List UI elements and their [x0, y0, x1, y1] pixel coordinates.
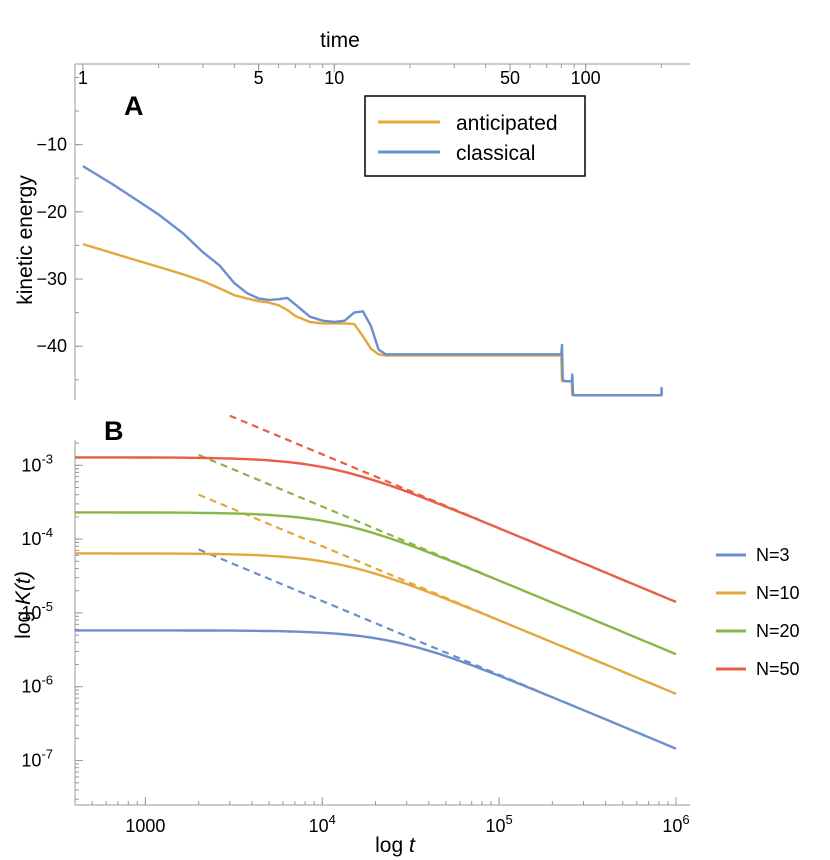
panel-b-x-tick-label: 1000 — [125, 816, 165, 836]
panel-b-y-tick-label: 10-4 — [21, 525, 53, 549]
panel-b-x-tick-label: 105 — [485, 812, 512, 836]
series-line-anticipated — [82, 242, 662, 397]
legend-label-N=3: N=3 — [756, 545, 790, 565]
legend-label-anticipated: anticipated — [456, 112, 558, 135]
panel-a-y-tick-label: −30 — [36, 269, 67, 289]
panel-a-y-title: kinetic energy — [14, 175, 37, 305]
panel-b-y-tick-label: 10-6 — [21, 673, 53, 697]
panel-a-x-tick-label: 5 — [254, 68, 264, 88]
panel-a-letter: A — [124, 91, 144, 121]
panel-b-y-tick-label: 10-5 — [21, 599, 53, 623]
panel-a-y-tick-label: −20 — [36, 202, 67, 222]
panel-b-lines — [75, 414, 677, 750]
series-line-classical — [82, 165, 664, 397]
asymptote-line-N=50 — [229, 414, 480, 521]
series-line-N=20 — [75, 511, 677, 656]
panel-a-x-tick-label: 1 — [78, 68, 88, 88]
panel-a-x-tick-label: 50 — [500, 68, 520, 88]
legend-label-N=50: N=50 — [756, 659, 800, 679]
panel-a-y-tick-label: −10 — [36, 135, 67, 155]
panel-a: 1 5 10 50 100 −10 −20 −30 −40 time kinetic energ… — [14, 29, 690, 400]
panel-a-x-tick-label: 100 — [571, 68, 601, 88]
panel-a-lines — [82, 165, 664, 397]
panel-a-ticks: 1 5 10 50 100 −10 −20 −30 −40 — [36, 64, 662, 381]
series-line-N=3 — [75, 629, 677, 750]
panel-a-x-title: time — [320, 29, 360, 52]
legend-label-N=20: N=20 — [756, 621, 800, 641]
panel-b-x-tick-label: 106 — [662, 812, 689, 836]
panel-b-legend: N=3 N=10 N=20 N=50 — [716, 545, 800, 679]
legend-label-classical: classical — [456, 142, 535, 165]
asymptote-line-N=20 — [198, 453, 487, 576]
panel-b-y-tick-label: 10-3 — [21, 451, 53, 475]
panel-b-x-tick-label: 104 — [309, 812, 336, 836]
panel-a-legend: anticipated classical — [364, 95, 586, 177]
panel-b-y-tick-label: 10-7 — [21, 747, 53, 771]
series-line-N=10 — [75, 552, 677, 696]
panel-a-legend-box — [364, 95, 586, 177]
series-line-N=50 — [75, 456, 677, 604]
panel-b-letter: B — [104, 416, 124, 446]
legend-label-N=10: N=10 — [756, 583, 800, 603]
panel-a-x-tick-label: 10 — [324, 68, 344, 88]
panel-a-y-tick-label: −40 — [36, 336, 67, 356]
panel-b-ticks: 1000 104 105 106 10-3 10-4 10-5 10-6 10-7 — [21, 442, 690, 836]
panel-b-y-title: log K(t) — [12, 571, 35, 639]
asymptote-line-N=3 — [198, 548, 543, 694]
panel-b-x-title: log t — [375, 834, 416, 857]
